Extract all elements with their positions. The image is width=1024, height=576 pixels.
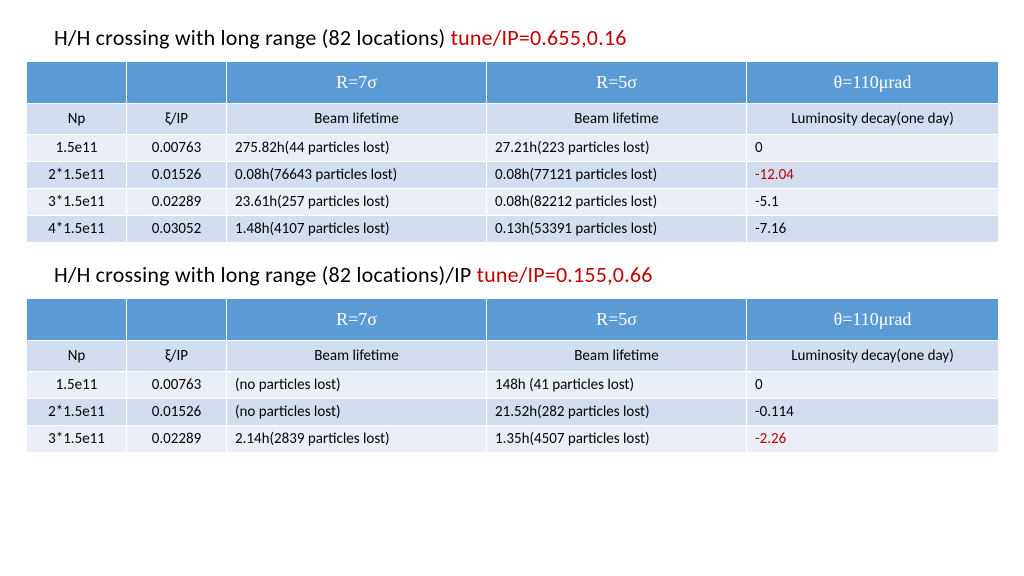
table-cell: 0.08h(77121 particles lost)	[487, 162, 747, 189]
hdr2-cell: ξ/IP	[127, 341, 227, 372]
hdr2-cell: Beam lifetime	[227, 341, 487, 372]
table-cell: -0.114	[747, 399, 999, 426]
table-row: 1.5e110.00763(no particles lost)148h (41…	[27, 372, 999, 399]
table-cell: 148h (41 particles lost)	[487, 372, 747, 399]
title-1-black: H/H crossing with long range (82 locatio…	[54, 24, 451, 51]
table-cell: 0.08h(76643 particles lost)	[227, 162, 487, 189]
table-2: R=7σ R=5σ θ=110μrad Np ξ/IP Beam lifetim…	[26, 298, 999, 453]
hdr1-cell	[127, 62, 227, 104]
table-cell: 0.01526	[127, 162, 227, 189]
table-cell: 275.82h(44 particles lost)	[227, 135, 487, 162]
hdr1-cell	[127, 299, 227, 341]
table-cell: 2*1.5e11	[27, 399, 127, 426]
table-cell: -12.04	[747, 162, 999, 189]
table-cell: -2.26	[747, 426, 999, 453]
table-cell: 2*1.5e11	[27, 162, 127, 189]
hdr2-cell: Luminosity decay(one day)	[747, 104, 999, 135]
table-cell: 0.00763	[127, 372, 227, 399]
table-cell: 0.02289	[127, 189, 227, 216]
hdr2-cell: Beam lifetime	[227, 104, 487, 135]
table-cell: 27.21h(223 particles lost)	[487, 135, 747, 162]
table-row: 2*1.5e110.01526(no particles lost)21.52h…	[27, 399, 999, 426]
title-2-red: tune/IP=0.155,0.66	[477, 261, 653, 288]
table-2-header-row-1: R=7σ R=5σ θ=110μrad	[27, 299, 999, 341]
table-cell: (no particles lost)	[227, 399, 487, 426]
table-cell: 0.13h(53391 particles lost)	[487, 216, 747, 243]
table-cell: 3*1.5e11	[27, 426, 127, 453]
table-cell: 0.03052	[127, 216, 227, 243]
table-cell: 1.35h(4507 particles lost)	[487, 426, 747, 453]
hdr1-cell: R=7σ	[227, 62, 487, 104]
table-row: 2*1.5e110.015260.08h(76643 particles los…	[27, 162, 999, 189]
hdr1-cell	[27, 299, 127, 341]
hdr1-cell: θ=110μrad	[747, 62, 999, 104]
table-row: 1.5e110.00763275.82h(44 particles lost)2…	[27, 135, 999, 162]
hdr2-cell: Np	[27, 104, 127, 135]
hdr1-cell: R=7σ	[227, 299, 487, 341]
hdr1-cell: R=5σ	[487, 299, 747, 341]
table-2-header-row-2: Np ξ/IP Beam lifetime Beam lifetime Lumi…	[27, 341, 999, 372]
hdr1-cell: R=5σ	[487, 62, 747, 104]
table-cell: 0.08h(82212 particles lost)	[487, 189, 747, 216]
table-cell: 0.02289	[127, 426, 227, 453]
hdr2-cell: Np	[27, 341, 127, 372]
hdr2-cell: Beam lifetime	[487, 104, 747, 135]
table-cell: -5.1	[747, 189, 999, 216]
table-cell: -7.16	[747, 216, 999, 243]
hdr1-cell	[27, 62, 127, 104]
table-1: R=7σ R=5σ θ=110μrad Np ξ/IP Beam lifetim…	[26, 61, 999, 243]
table-cell: 21.52h(282 particles lost)	[487, 399, 747, 426]
title-1-red: tune/IP=0.655,0.16	[451, 24, 627, 51]
table-row: 3*1.5e110.022892.14h(2839 particles lost…	[27, 426, 999, 453]
table-row: 4*1.5e110.030521.48h(4107 particles lost…	[27, 216, 999, 243]
table-cell: 1.48h(4107 particles lost)	[227, 216, 487, 243]
title-1: H/H crossing with long range (82 locatio…	[54, 24, 998, 51]
table-1-body: 1.5e110.00763275.82h(44 particles lost)2…	[27, 135, 999, 243]
table-2-body: 1.5e110.00763(no particles lost)148h (41…	[27, 372, 999, 453]
table-cell: 4*1.5e11	[27, 216, 127, 243]
table-cell: 3*1.5e11	[27, 189, 127, 216]
table-cell: 1.5e11	[27, 135, 127, 162]
table-cell: 1.5e11	[27, 372, 127, 399]
table-cell: 0.01526	[127, 399, 227, 426]
title-2: H/H crossing with long range (82 locatio…	[54, 261, 998, 288]
table-cell: 0.00763	[127, 135, 227, 162]
table-1-header-row-1: R=7σ R=5σ θ=110μrad	[27, 62, 999, 104]
hdr2-cell: ξ/IP	[127, 104, 227, 135]
table-cell: (no particles lost)	[227, 372, 487, 399]
table-cell: 2.14h(2839 particles lost)	[227, 426, 487, 453]
table-cell: 0	[747, 372, 999, 399]
table-1-header-row-2: Np ξ/IP Beam lifetime Beam lifetime Lumi…	[27, 104, 999, 135]
title-2-black: H/H crossing with long range (82 locatio…	[54, 261, 477, 288]
hdr2-cell: Luminosity decay(one day)	[747, 341, 999, 372]
hdr2-cell: Beam lifetime	[487, 341, 747, 372]
table-cell: 0	[747, 135, 999, 162]
table-row: 3*1.5e110.0228923.61h(257 particles lost…	[27, 189, 999, 216]
table-cell: 23.61h(257 particles lost)	[227, 189, 487, 216]
hdr1-cell: θ=110μrad	[747, 299, 999, 341]
